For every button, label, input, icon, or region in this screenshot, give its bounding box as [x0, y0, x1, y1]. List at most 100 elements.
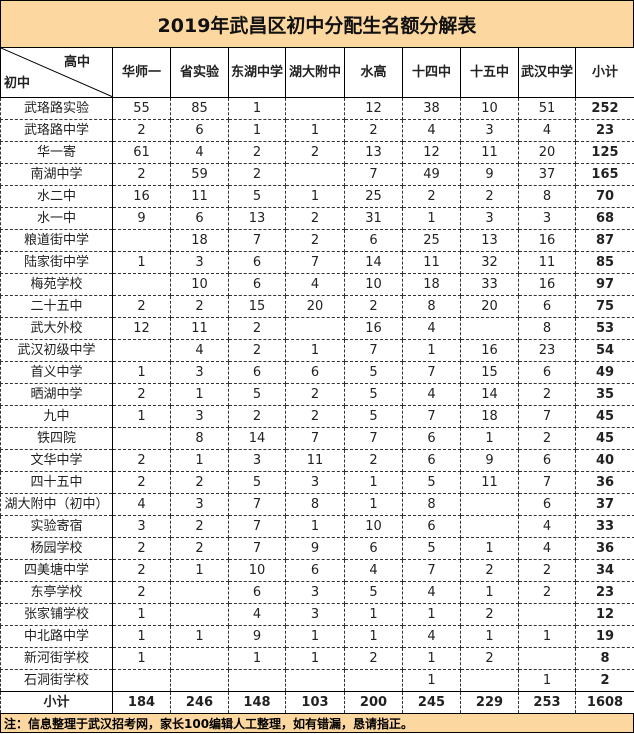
quota-cell: 4 — [402, 317, 461, 340]
quota-cell: 1 — [344, 471, 403, 494]
quota-cell: 6 — [518, 361, 576, 384]
quota-cell: 6 — [518, 493, 576, 516]
quota-cell: 5 — [402, 537, 461, 560]
table-row: 杨园学校 2 2 7 9 6 5 1 4 36 — [0, 537, 634, 560]
quota-cell: 85 — [170, 97, 229, 120]
quota-cell — [170, 647, 229, 670]
subtotal-cell: 34 — [575, 559, 634, 582]
corner-bottom-label: 初中 — [4, 76, 31, 91]
subtotal-cell: 45 — [575, 427, 634, 450]
quota-cell: 18 — [402, 273, 461, 296]
quota-cell: 8 — [518, 317, 576, 340]
column-header: 小计 — [575, 47, 634, 98]
quota-cell: 2 — [518, 581, 576, 604]
table-row: 南湖中学 2 59 2 7 49 9 37 165 — [0, 163, 634, 186]
quota-cell: 3 — [460, 207, 519, 230]
corner-top-label: 高中 — [63, 55, 90, 70]
quota-cell: 10 — [170, 273, 229, 296]
school-name: 水二中 — [0, 185, 113, 208]
header-row: 高中 初中 华师一 省实验 东湖中学 湖大附中 水高 十四中 十五中 武汉中学 小计 — [0, 47, 634, 98]
quota-cell: 6 — [228, 251, 286, 274]
table-row: 武珞路中学 2 6 1 1 2 4 3 4 23 — [0, 119, 634, 142]
school-name: 粮道街中学 — [0, 229, 113, 252]
quota-cell: 4 — [112, 493, 171, 516]
quota-cell: 16 — [344, 317, 403, 340]
quota-cell: 2 — [460, 559, 519, 582]
quota-cell: 1 — [285, 119, 345, 142]
quota-cell: 4 — [402, 581, 461, 604]
subtotal-cell: 53 — [575, 317, 634, 340]
quota-cell — [112, 339, 171, 362]
quota-cell: 1 — [112, 625, 171, 648]
quota-cell: 7 — [518, 405, 576, 428]
quota-cell: 1 — [228, 647, 286, 670]
quota-cell: 1 — [402, 647, 461, 670]
quota-cell — [170, 581, 229, 604]
quota-cell: 2 — [170, 471, 229, 494]
quota-cell: 200 — [344, 691, 403, 714]
quota-cell: 11 — [285, 449, 345, 472]
diagonal-divider — [1, 48, 112, 97]
subtotal-cell: 8 — [575, 647, 634, 670]
subtotal-cell: 19 — [575, 625, 634, 648]
column-header: 武汉中学 — [518, 47, 576, 98]
quota-cell: 1 — [460, 581, 519, 604]
school-name: 陆家街中学 — [0, 251, 113, 274]
subtotal-cell: 12 — [575, 603, 634, 626]
quota-cell: 2 — [285, 405, 345, 428]
quota-cell: 6 — [518, 449, 576, 472]
quota-cell: 8 — [518, 185, 576, 208]
quota-cell: 2 — [285, 383, 345, 406]
quota-cell: 6 — [285, 559, 345, 582]
quota-cell: 2 — [112, 449, 171, 472]
subtotal-cell: 68 — [575, 207, 634, 230]
quota-cell: 7 — [344, 163, 403, 186]
quota-cell: 38 — [402, 97, 461, 120]
quota-cell: 2 — [285, 229, 345, 252]
quota-cell — [170, 603, 229, 626]
subtotal-cell: 37 — [575, 493, 634, 516]
quota-cell: 11 — [460, 471, 519, 494]
school-name: 武大外校 — [0, 317, 113, 340]
quota-cell: 8 — [402, 493, 461, 516]
quota-cell: 2 — [518, 427, 576, 450]
quota-cell: 2 — [228, 317, 286, 340]
quota-cell: 7 — [518, 471, 576, 494]
school-name: 二十五中 — [0, 295, 113, 318]
quota-cell: 1 — [112, 251, 171, 274]
school-name: 小计 — [0, 691, 113, 714]
quota-cell: 6 — [402, 515, 461, 538]
quota-cell: 9 — [228, 625, 286, 648]
quota-cell: 12 — [344, 97, 403, 120]
table-row: 武大外校 12 11 2 16 4 8 53 — [0, 317, 634, 340]
subtotal-cell: 40 — [575, 449, 634, 472]
quota-cell: 2 — [112, 581, 171, 604]
table-row: 石洞街学校 1 1 2 — [0, 669, 634, 692]
subtotal-cell: 70 — [575, 185, 634, 208]
quota-cell: 10 — [228, 559, 286, 582]
quota-cell: 1 — [518, 625, 576, 648]
quota-cell — [460, 515, 519, 538]
quota-cell: 6 — [228, 581, 286, 604]
quota-cell: 2 — [170, 295, 229, 318]
subtotal-cell: 54 — [575, 339, 634, 362]
quota-cell: 1 — [112, 405, 171, 428]
quota-cell: 229 — [460, 691, 519, 714]
quota-cell: 103 — [285, 691, 345, 714]
subtotal-cell: 252 — [575, 97, 634, 120]
quota-cell: 2 — [112, 383, 171, 406]
quota-cell: 2 — [112, 537, 171, 560]
quota-cell: 5 — [344, 383, 403, 406]
quota-cell: 2 — [518, 383, 576, 406]
quota-cell — [112, 669, 171, 692]
column-header: 东湖中学 — [228, 47, 286, 98]
table-row: 水一中 9 6 13 2 31 1 3 3 68 — [0, 207, 634, 230]
subtotal-cell: 35 — [575, 383, 634, 406]
quota-cell: 4 — [518, 515, 576, 538]
quota-cell: 14 — [460, 383, 519, 406]
quota-cell: 7 — [344, 427, 403, 450]
table-row: 水二中 16 11 5 1 25 2 2 8 70 — [0, 185, 634, 208]
quota-cell: 7 — [285, 427, 345, 450]
quota-cell — [170, 669, 229, 692]
quota-cell: 7 — [228, 515, 286, 538]
